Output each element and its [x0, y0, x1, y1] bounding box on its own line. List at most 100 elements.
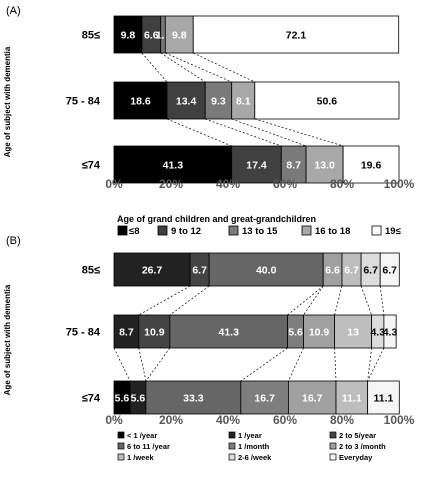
connector-line [113, 347, 131, 382]
legend-swatch [117, 442, 125, 450]
x-tick-label: 60% [273, 413, 297, 427]
data-label: 41.3 [218, 327, 239, 339]
y-axis-label: Age of subject with dementia [3, 46, 12, 157]
connector-line [193, 52, 255, 83]
legend-label: 9 to 12 [171, 226, 201, 237]
bar-segment [169, 314, 288, 349]
legend-label: 16 to 18 [315, 226, 350, 237]
legend-label: 2-6 /week [238, 453, 272, 462]
data-label: 5.6 [288, 327, 303, 339]
data-label: 5.6 [115, 393, 130, 405]
data-label: 8.7 [286, 160, 301, 172]
connector-line [205, 118, 282, 147]
connector-line [165, 52, 232, 83]
x-tick-label: 0% [105, 413, 123, 427]
legend-swatch [228, 442, 236, 450]
legend-swatch [117, 453, 125, 461]
x-tick-label: 40% [216, 177, 240, 191]
bar-segment [303, 314, 335, 349]
x-tick-label: 0% [105, 177, 123, 191]
data-label: 19.6 [361, 160, 382, 172]
legend-label: 1 /month [238, 442, 270, 451]
data-label: 26.7 [142, 265, 163, 277]
data-label: 4.3 [383, 327, 398, 339]
chart-panel-1: (A) Age of subject with dementia 85≤ 9.8 6.6… [3, 5, 415, 237]
data-label: 10.9 [144, 327, 165, 339]
legend-swatch [329, 431, 337, 439]
legend-label: 2 to 3 /month [339, 442, 386, 451]
connector-line [169, 285, 210, 316]
legend-label: ≤8 [129, 226, 140, 237]
data-label: 9.8 [172, 30, 187, 42]
x-tick-label: 20% [159, 413, 183, 427]
legend-swatch [371, 225, 382, 236]
data-label: 9.3 [211, 96, 226, 108]
bar-segment [204, 81, 233, 120]
bar-segment [164, 15, 194, 54]
legend-swatch [117, 431, 125, 439]
legend-label: 6 to 11 /year [127, 442, 170, 451]
category-label: 75 - 84 [66, 327, 101, 339]
legend-label: 1 /year [238, 431, 262, 440]
bar-segment [379, 252, 400, 287]
data-label: 6.7 [363, 265, 378, 277]
legend-swatch [228, 453, 236, 461]
data-label: 8.7 [119, 327, 134, 339]
data-label: 17.4 [246, 160, 267, 172]
legend-swatch [117, 225, 128, 236]
data-label: 33.3 [183, 393, 204, 405]
data-label: 5.6 [131, 393, 146, 405]
legend-swatch [329, 453, 337, 461]
data-label: 18.6 [130, 96, 151, 108]
connector-line [141, 52, 168, 83]
y-axis-label: Age of subject with dementia [3, 284, 12, 395]
data-label: 6.7 [192, 265, 207, 277]
data-label: 16.7 [254, 393, 275, 405]
legend-label: 1 /week [127, 453, 155, 462]
data-label: 11.1 [374, 393, 394, 405]
bar-segment [367, 380, 400, 415]
bar-segment [335, 380, 369, 415]
legend-label: Everyday [339, 453, 373, 462]
data-label: 6.6 [144, 30, 159, 42]
data-label: 13.0 [314, 160, 335, 172]
legend-label: 19≤ [385, 226, 401, 237]
bar-segment [113, 314, 140, 349]
x-tick-label: 40% [216, 413, 240, 427]
legend-swatch [228, 225, 239, 236]
connector-line [334, 285, 343, 316]
legend-label: 2 to 5/year [339, 431, 376, 440]
x-tick-label: 100% [384, 413, 415, 427]
bar-segment [113, 15, 143, 54]
connector-line [138, 347, 147, 382]
data-label: 9.8 [121, 30, 136, 42]
connector-line [367, 347, 372, 382]
data-label: 16.7 [302, 393, 323, 405]
connector-line [360, 285, 372, 316]
x-tick-label: 80% [330, 177, 354, 191]
bar-segment [342, 145, 400, 184]
data-label: 50.6 [317, 96, 338, 108]
legend-label: < 1 /year [127, 431, 157, 440]
legend-swatch [329, 442, 337, 450]
connector-line [240, 347, 288, 382]
data-label: 6.6 [325, 265, 340, 277]
legend-swatch [228, 431, 236, 439]
legend-label: 13 to 15 [242, 226, 278, 237]
data-label: 8.1 [236, 96, 251, 108]
bar-segment [138, 314, 171, 349]
x-axis-label: Age of grand children and great-grandchi… [117, 214, 316, 224]
bar-segment [305, 145, 344, 184]
bar-segment [231, 145, 282, 184]
connector-line [334, 347, 337, 382]
panel-label: (B) [6, 235, 21, 247]
connector-line [145, 347, 171, 382]
bar-segment [383, 314, 397, 349]
x-tick-label: 20% [159, 177, 183, 191]
chart-panel-2: (B) Age of subject with dementia 85≤ 26.7 6.… [3, 235, 415, 462]
category-label: 85≤ [82, 265, 100, 277]
connector-line [303, 285, 324, 316]
bar-segment [288, 380, 337, 415]
data-label: 41.3 [163, 160, 184, 172]
